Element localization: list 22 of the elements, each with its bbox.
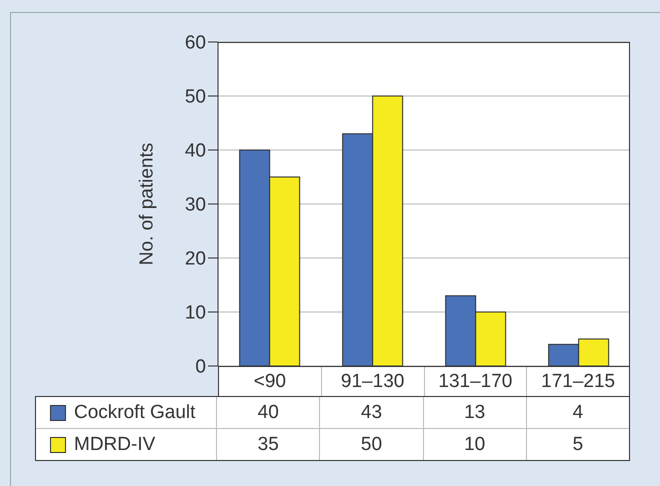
data-label: 40 xyxy=(256,401,280,425)
y-tick-label: 50 xyxy=(184,86,206,108)
data-label: 10 xyxy=(422,429,526,460)
y-axis-title: No. of patients xyxy=(136,142,158,266)
y-tick-label: 30 xyxy=(184,194,206,216)
legend-label: Cockroft Gault xyxy=(74,402,196,424)
data-label: 35 xyxy=(256,433,280,457)
y-tick-label: 40 xyxy=(184,140,206,162)
x-tick-label: 171–215 xyxy=(526,367,629,396)
y-tick-label: 20 xyxy=(184,248,206,270)
data-label: 50 xyxy=(319,429,423,460)
data-label: 43 xyxy=(319,397,423,428)
x-tick-label: 91–130 xyxy=(320,367,424,396)
data-label: 13 xyxy=(422,397,526,428)
x-tick-label: <90 xyxy=(252,370,287,394)
x-tick-label: 131–170 xyxy=(424,367,526,396)
legend-label: MDRD-IV xyxy=(74,434,156,456)
y-tick-label: 0 xyxy=(195,356,206,378)
data-label: 5 xyxy=(526,429,629,460)
data-label: 4 xyxy=(526,397,629,428)
y-tick-label: 10 xyxy=(184,302,206,324)
y-tick-label: 60 xyxy=(184,32,206,54)
